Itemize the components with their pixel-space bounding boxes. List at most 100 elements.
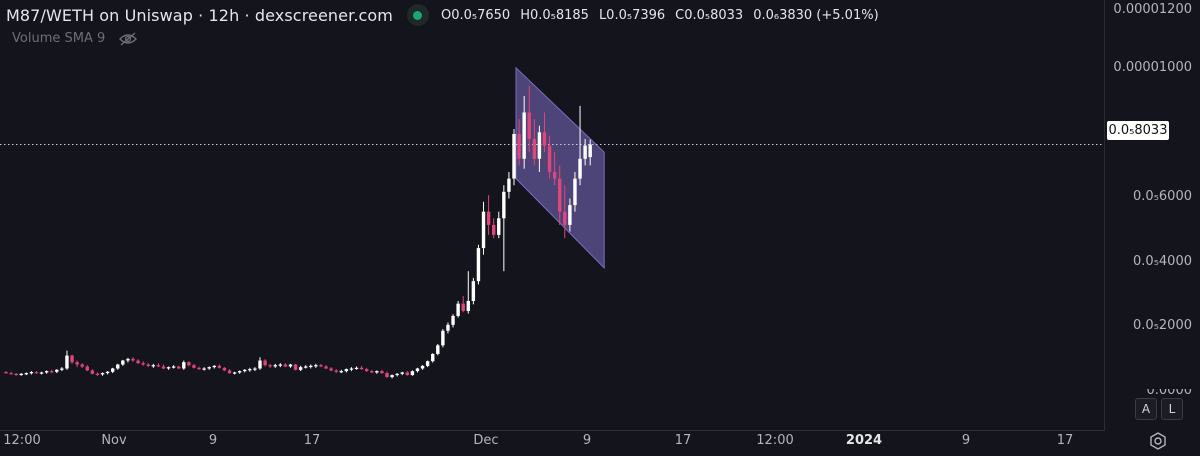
- candle-body: [243, 369, 247, 372]
- candle-body: [314, 365, 318, 367]
- candle-body: [217, 365, 222, 368]
- y-tick-label: 0.00001200: [1113, 2, 1192, 17]
- x-tick-label: 17: [1056, 433, 1074, 448]
- time-axis[interactable]: [0, 430, 1105, 456]
- candle-body: [263, 360, 267, 366]
- candle-body: [547, 145, 552, 172]
- candle-body: [354, 367, 359, 370]
- candle-body: [405, 372, 410, 376]
- low-value: L0.0₅7396: [598, 7, 666, 23]
- x-tick-label: Nov: [101, 433, 127, 448]
- candle-body: [177, 366, 181, 369]
- candle-body: [558, 178, 562, 212]
- candle-body: [370, 371, 374, 373]
- candle-body: [50, 371, 54, 373]
- candle-body: [60, 368, 64, 370]
- candle-body: [253, 368, 257, 370]
- candle-body: [268, 365, 272, 367]
- candle-body: [273, 365, 277, 367]
- candle-body: [182, 362, 186, 369]
- candle-body: [441, 330, 445, 346]
- candle-body: [146, 364, 150, 366]
- y-tick-label: 0.00001000: [1113, 60, 1192, 75]
- eye-hidden-icon[interactable]: [119, 31, 138, 46]
- candle-body: [90, 370, 95, 374]
- candle-body: [344, 369, 349, 372]
- candle-body: [55, 369, 59, 372]
- candle-body: [166, 367, 171, 369]
- y-tick-label: 0.0₅4000: [1133, 254, 1192, 269]
- candle-body: [171, 366, 176, 368]
- y-tick-label: 0.0₅6000: [1133, 189, 1192, 204]
- chart-legend: M87/WETH on Uniswap · 12h · dexscreener.…: [6, 4, 879, 26]
- candle-body: [436, 345, 440, 354]
- x-tick-label: 17: [303, 433, 321, 448]
- open-value: O0.0₅7650: [440, 7, 511, 23]
- candle-body: [85, 366, 89, 371]
- candle-body: [476, 248, 481, 282]
- candle-body: [237, 371, 242, 373]
- candle-body: [126, 358, 130, 361]
- candle-body: [39, 372, 44, 374]
- candle-body: [578, 158, 582, 179]
- candle-body: [466, 301, 470, 311]
- x-tick-label: 9: [208, 433, 218, 448]
- candle-body: [151, 365, 156, 367]
- indicator-label: Volume SMA 9: [12, 31, 106, 46]
- candle-body: [380, 371, 384, 374]
- candle-body: [309, 365, 313, 368]
- candle-body: [80, 364, 84, 367]
- candle-body: [319, 365, 323, 367]
- candle-body: [44, 371, 49, 373]
- candle-body: [491, 224, 496, 235]
- price-axis[interactable]: [1104, 0, 1200, 430]
- candle-body: [461, 303, 465, 311]
- candle-body: [207, 367, 211, 369]
- settings-icon[interactable]: [1149, 432, 1167, 450]
- candle-body: [390, 375, 394, 378]
- candle-body: [70, 355, 74, 363]
- candle-body: [334, 370, 338, 372]
- candle-body: [532, 138, 537, 159]
- candle-body: [507, 178, 511, 192]
- candle-body: [385, 373, 389, 378]
- candle-body: [212, 365, 216, 368]
- candle-body: [486, 211, 491, 225]
- candle-body: [34, 372, 39, 374]
- candle-body: [14, 373, 18, 376]
- candle-body: [293, 364, 298, 370]
- log-scale-button[interactable]: L: [1161, 398, 1183, 420]
- candle-body: [9, 373, 13, 375]
- candle-body: [95, 373, 100, 375]
- candle-body: [451, 315, 455, 325]
- indicator-legend: Volume SMA 9: [12, 31, 138, 46]
- candle-body: [527, 112, 531, 139]
- candle-body: [583, 145, 587, 159]
- candle-body: [232, 372, 237, 374]
- candle-body: [375, 371, 379, 373]
- x-tick-label: 9: [961, 433, 971, 448]
- high-value: H0.0₅8185: [520, 7, 589, 23]
- candle-body: [425, 361, 430, 366]
- candle-body: [283, 364, 288, 367]
- candle-body: [410, 371, 415, 376]
- candle-body: [512, 133, 516, 179]
- candle-body: [542, 132, 547, 146]
- candle-body: [156, 365, 161, 367]
- candle-body: [329, 368, 333, 371]
- y-tick-label: 0.0000: [1146, 383, 1193, 398]
- candle-body: [19, 373, 23, 376]
- candle-body: [105, 371, 110, 374]
- candle-body: [497, 218, 501, 235]
- candle-body: [24, 373, 29, 375]
- candle-body: [4, 372, 8, 374]
- x-tick-label: Dec: [473, 433, 499, 448]
- candle-body: [552, 172, 557, 179]
- candle-body: [568, 205, 572, 225]
- candle-body: [563, 211, 567, 225]
- candle-body: [202, 368, 206, 370]
- auto-scale-button[interactable]: A: [1135, 398, 1157, 420]
- x-tick-label: 2024: [845, 433, 883, 448]
